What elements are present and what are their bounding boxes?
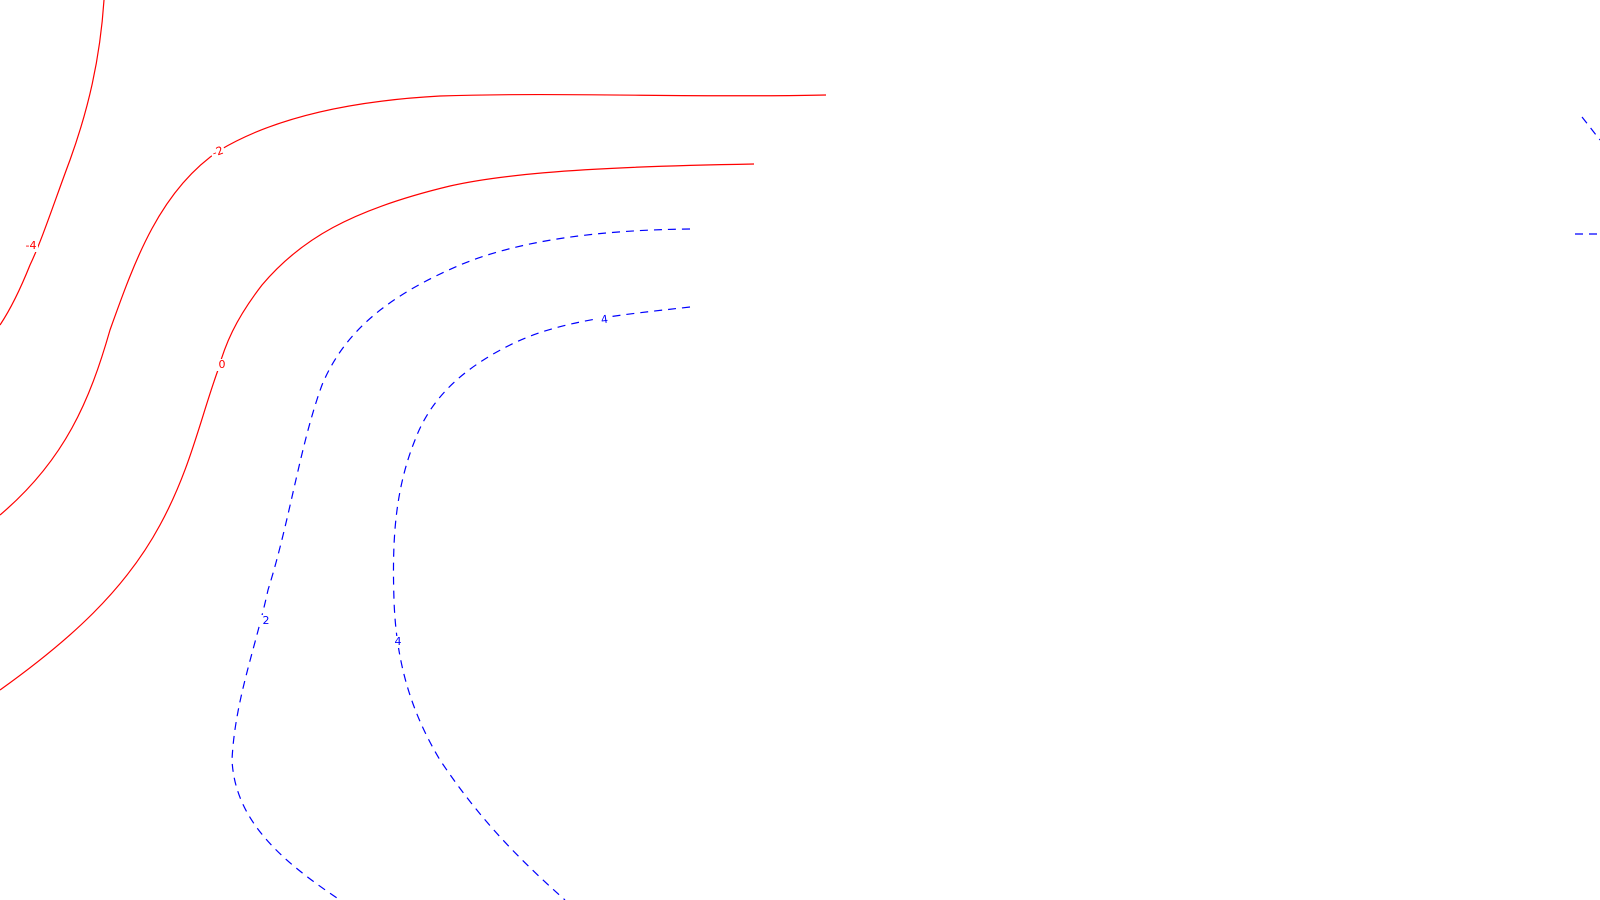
contour-label-level-4: 4 [600,313,609,327]
contour-line-level-0 [0,163,755,691]
contour-lines [0,0,827,900]
contour-label-level-2: 2 [263,614,270,627]
contour-label-background [391,636,405,648]
contour-label-background [259,615,273,627]
contour-label-background [215,359,229,371]
contour-label-background [209,144,227,161]
contour-label-background [596,313,613,327]
contour-label-level-0: 0 [219,358,226,371]
contour-label-level-neg2: -2 [210,144,225,160]
contour-label-level-4: 4 [395,635,402,648]
contour-edge-fragment [1581,116,1600,141]
edge-fragments [1575,116,1600,235]
contour-line-level-neg4 [0,0,105,326]
contour-label-level-neg4: -4 [26,239,37,252]
contour-line-level-4 [392,306,691,900]
contour-line-level-2 [231,228,691,900]
contour-labels: -4 -2 0 2 4 4 [24,144,613,648]
contour-line-level-neg2 [0,93,827,516]
contour-label-background [24,240,38,252]
